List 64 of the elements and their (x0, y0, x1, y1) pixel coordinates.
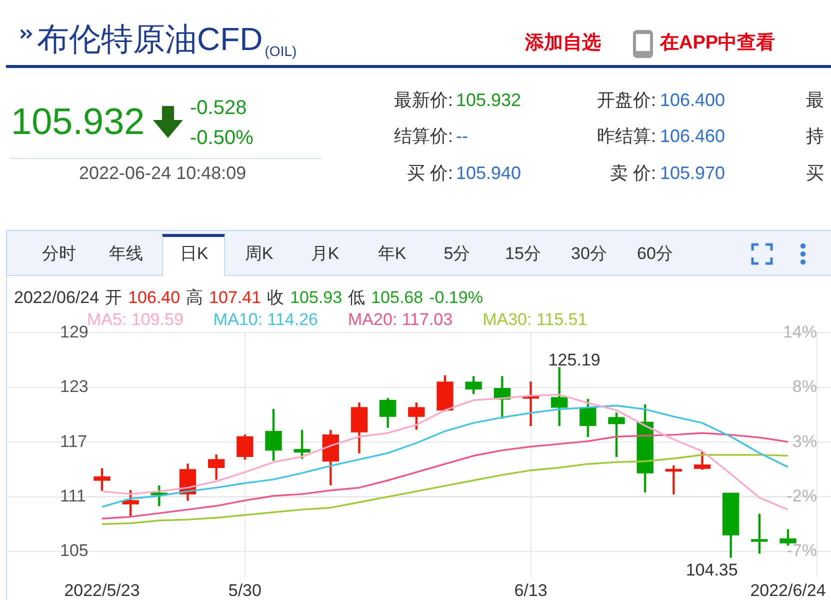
text: 结算价: (394, 126, 453, 148)
text: 最 (806, 90, 824, 112)
text: 年K (378, 244, 406, 264)
text: 周K (244, 244, 274, 264)
text: 5分 (444, 244, 470, 264)
text: 添加自选 (525, 32, 601, 56)
text: 106.460 (660, 126, 726, 148)
x-tick-label: 6/13 (514, 580, 548, 600)
y2-tick-label: 14% (782, 322, 817, 342)
text: 买 (806, 163, 824, 185)
text: 30分 (571, 244, 607, 264)
text: MA20: 117.03 (348, 310, 453, 330)
text: 105.932 (11, 100, 145, 144)
text: 低 (348, 288, 366, 308)
candlestick (780, 529, 796, 546)
text: 105.970 (660, 163, 726, 185)
y2-tick-label: 3% (792, 432, 817, 451)
text: 日K (180, 244, 208, 264)
text: 开盘价: (596, 90, 656, 112)
text: 最新价: (394, 90, 453, 112)
text: 昨结算: (596, 126, 656, 148)
text: MA10: 114.26 (213, 310, 318, 330)
text: 106.400 (660, 90, 726, 112)
x-tick-label: 2022/6/24 (750, 580, 826, 600)
text: 月K (310, 244, 340, 264)
text: 15分 (505, 244, 541, 264)
y-tick-label: 105 (60, 541, 88, 560)
text: 年线 (109, 244, 143, 264)
text: 107.41 (209, 288, 262, 308)
candlestick (751, 514, 768, 554)
text: 在APP中查看 (660, 32, 776, 56)
text: 2022/06/24 (14, 288, 100, 308)
y-tick-label: 111 (60, 486, 86, 506)
text: 105.932 (456, 90, 522, 112)
y-tick-label: 129 (60, 322, 88, 342)
text: 高 (186, 288, 204, 308)
y2-tick-label: -7% (786, 541, 817, 560)
text: 2022-06-24 10:48:09 (79, 163, 246, 185)
x-tick-label: 5/30 (228, 580, 262, 600)
text: -0.528 (190, 96, 247, 120)
text: 105.68 (371, 288, 424, 308)
annotation: 104.35 (686, 560, 738, 580)
text: 105.940 (456, 163, 522, 185)
text: 收 (267, 288, 284, 308)
text: -0.50% (190, 126, 254, 150)
text: 卖 价: (610, 163, 656, 185)
text: 分时 (42, 244, 76, 264)
text: 105.93 (290, 288, 342, 308)
y-tick-label: 117 (60, 432, 88, 451)
text: 60分 (637, 244, 673, 264)
text: 买 价: (406, 163, 453, 185)
text: MA5: 109.59 (87, 310, 184, 329)
y-tick-label: 123 (60, 377, 88, 396)
text: MA30: 115.51 (482, 310, 588, 330)
text: 开 (105, 288, 122, 308)
text: 持 (806, 126, 824, 148)
text: 106.40 (128, 288, 180, 308)
y2-tick-label: 8% (792, 377, 817, 396)
x-tick-label: 2022/5/23 (64, 580, 140, 600)
chart-title: 布伦特原油CFD$_{(OIL)}$ (37, 20, 297, 60)
y2-tick-label: -2% (786, 486, 817, 506)
annotation: 125.19 (548, 350, 600, 370)
text: -0.19% (429, 288, 483, 308)
text: -- (456, 126, 468, 148)
